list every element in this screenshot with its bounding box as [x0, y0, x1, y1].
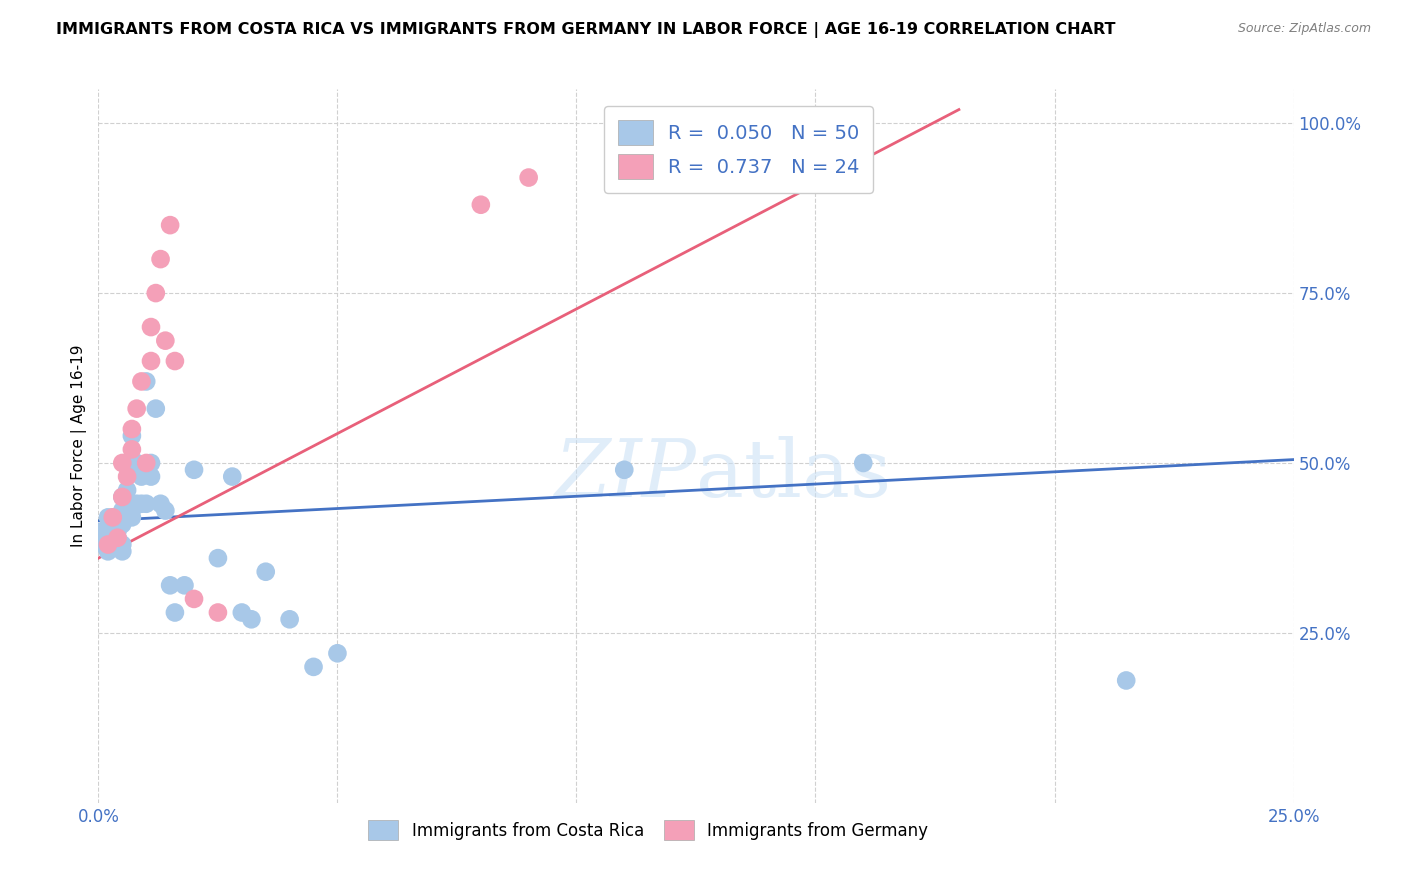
Point: [139, 354, 162, 368]
Point: [163, 606, 186, 620]
Point: [111, 490, 134, 504]
Point: [107, 517, 129, 532]
Text: IMMIGRANTS FROM COSTA RICA VS IMMIGRANTS FROM GERMANY IN LABOR FORCE | AGE 16-19: IMMIGRANTS FROM COSTA RICA VS IMMIGRANTS…: [56, 22, 1116, 38]
Point: [121, 422, 143, 436]
Point: [107, 531, 129, 545]
Point: [107, 531, 129, 545]
Point: [115, 510, 138, 524]
Point: [121, 429, 143, 443]
Point: [97, 510, 120, 524]
Point: [470, 198, 492, 212]
Point: [240, 612, 263, 626]
Point: [91, 537, 114, 551]
Point: [131, 375, 153, 389]
Point: [155, 503, 177, 517]
Point: [517, 170, 540, 185]
Legend: Immigrants from Costa Rica, Immigrants from Germany: Immigrants from Costa Rica, Immigrants f…: [360, 812, 936, 848]
Point: [101, 524, 124, 538]
Point: [149, 497, 172, 511]
Text: atlas: atlas: [696, 435, 891, 514]
Text: Source: ZipAtlas.com: Source: ZipAtlas.com: [1237, 22, 1371, 36]
Point: [125, 497, 148, 511]
Point: [115, 483, 138, 498]
Point: [107, 510, 129, 524]
Point: [1115, 673, 1137, 688]
Point: [613, 463, 636, 477]
Point: [97, 537, 120, 551]
Point: [101, 510, 124, 524]
Point: [135, 375, 157, 389]
Point: [159, 218, 181, 232]
Point: [231, 606, 253, 620]
Point: [97, 544, 120, 558]
Point: [101, 531, 124, 545]
Point: [173, 578, 195, 592]
Point: [254, 565, 277, 579]
Point: [661, 150, 683, 164]
Point: [804, 129, 827, 144]
Point: [131, 497, 153, 511]
Point: [183, 591, 205, 606]
Point: [145, 286, 167, 301]
Point: [131, 469, 153, 483]
Point: [139, 320, 162, 334]
Point: [139, 456, 162, 470]
Point: [121, 510, 143, 524]
Point: [111, 503, 134, 517]
Point: [121, 503, 143, 517]
Point: [111, 456, 134, 470]
Point: [852, 456, 875, 470]
Point: [139, 469, 162, 483]
Point: [91, 524, 114, 538]
Point: [101, 517, 124, 532]
Point: [111, 517, 134, 532]
Point: [207, 606, 229, 620]
Point: [852, 129, 875, 144]
Point: [326, 646, 349, 660]
Point: [149, 252, 172, 266]
Point: [115, 456, 138, 470]
Text: ZIP: ZIP: [554, 436, 696, 513]
Point: [111, 537, 134, 551]
Point: [107, 524, 129, 538]
Point: [125, 456, 148, 470]
Point: [163, 354, 186, 368]
Point: [115, 469, 138, 483]
Point: [135, 456, 157, 470]
Point: [302, 660, 325, 674]
Point: [159, 578, 181, 592]
Point: [207, 551, 229, 566]
Point: [183, 463, 205, 477]
Point: [135, 497, 157, 511]
Point: [125, 401, 148, 416]
Point: [155, 334, 177, 348]
Point: [111, 544, 134, 558]
Point: [221, 469, 243, 483]
Point: [145, 401, 167, 416]
Point: [278, 612, 301, 626]
Point: [111, 490, 134, 504]
Point: [121, 442, 143, 457]
Y-axis label: In Labor Force | Age 16-19: In Labor Force | Age 16-19: [72, 344, 87, 548]
Point: [101, 510, 124, 524]
